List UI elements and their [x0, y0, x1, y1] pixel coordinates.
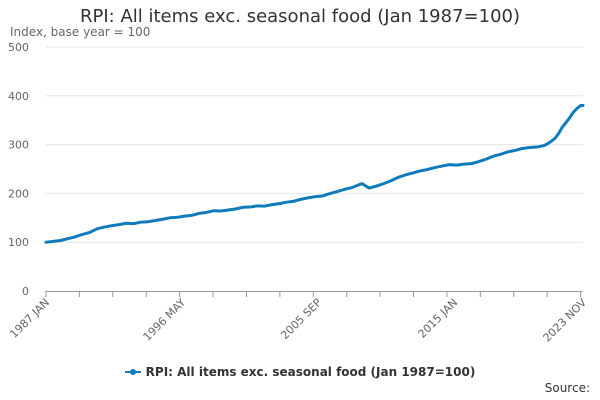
chart-title: RPI: All items exc. seasonal food (Jan 1… — [80, 6, 520, 27]
x-tick-label: 2023 NOV — [541, 296, 590, 345]
y-tick-label: 200 — [8, 187, 29, 200]
legend-swatch-icon — [124, 369, 141, 375]
axis-layer: 0 100 200 300 400 500 1987 JAN 1996 MAY 2005 SEP… — [7, 41, 589, 345]
x-tick-label: 2015 JAN — [416, 296, 461, 341]
legend-dot-icon — [129, 369, 136, 375]
y-axis-label: Index, base year = 100 — [10, 25, 151, 39]
x-tick-label: 2005 SEP — [278, 296, 324, 342]
grid-layer — [46, 46, 583, 243]
series-layer — [44, 104, 585, 244]
y-tick-label: 0 — [22, 285, 29, 298]
y-tick-label: 300 — [8, 139, 29, 152]
x-tick-label: 1987 JAN — [7, 296, 52, 341]
source-label: Source: — [544, 381, 590, 395]
y-tick-label: 500 — [8, 41, 29, 54]
series-line[interactable] — [44, 104, 585, 244]
legend-label: RPI: All items exc. seasonal food (Jan 1… — [145, 365, 476, 379]
legend[interactable]: RPI: All items exc. seasonal food (Jan 1… — [0, 365, 600, 379]
y-tick-label: 400 — [8, 90, 29, 103]
x-tick-label: 1996 MAY — [141, 296, 189, 344]
y-tick-label: 100 — [8, 236, 29, 249]
